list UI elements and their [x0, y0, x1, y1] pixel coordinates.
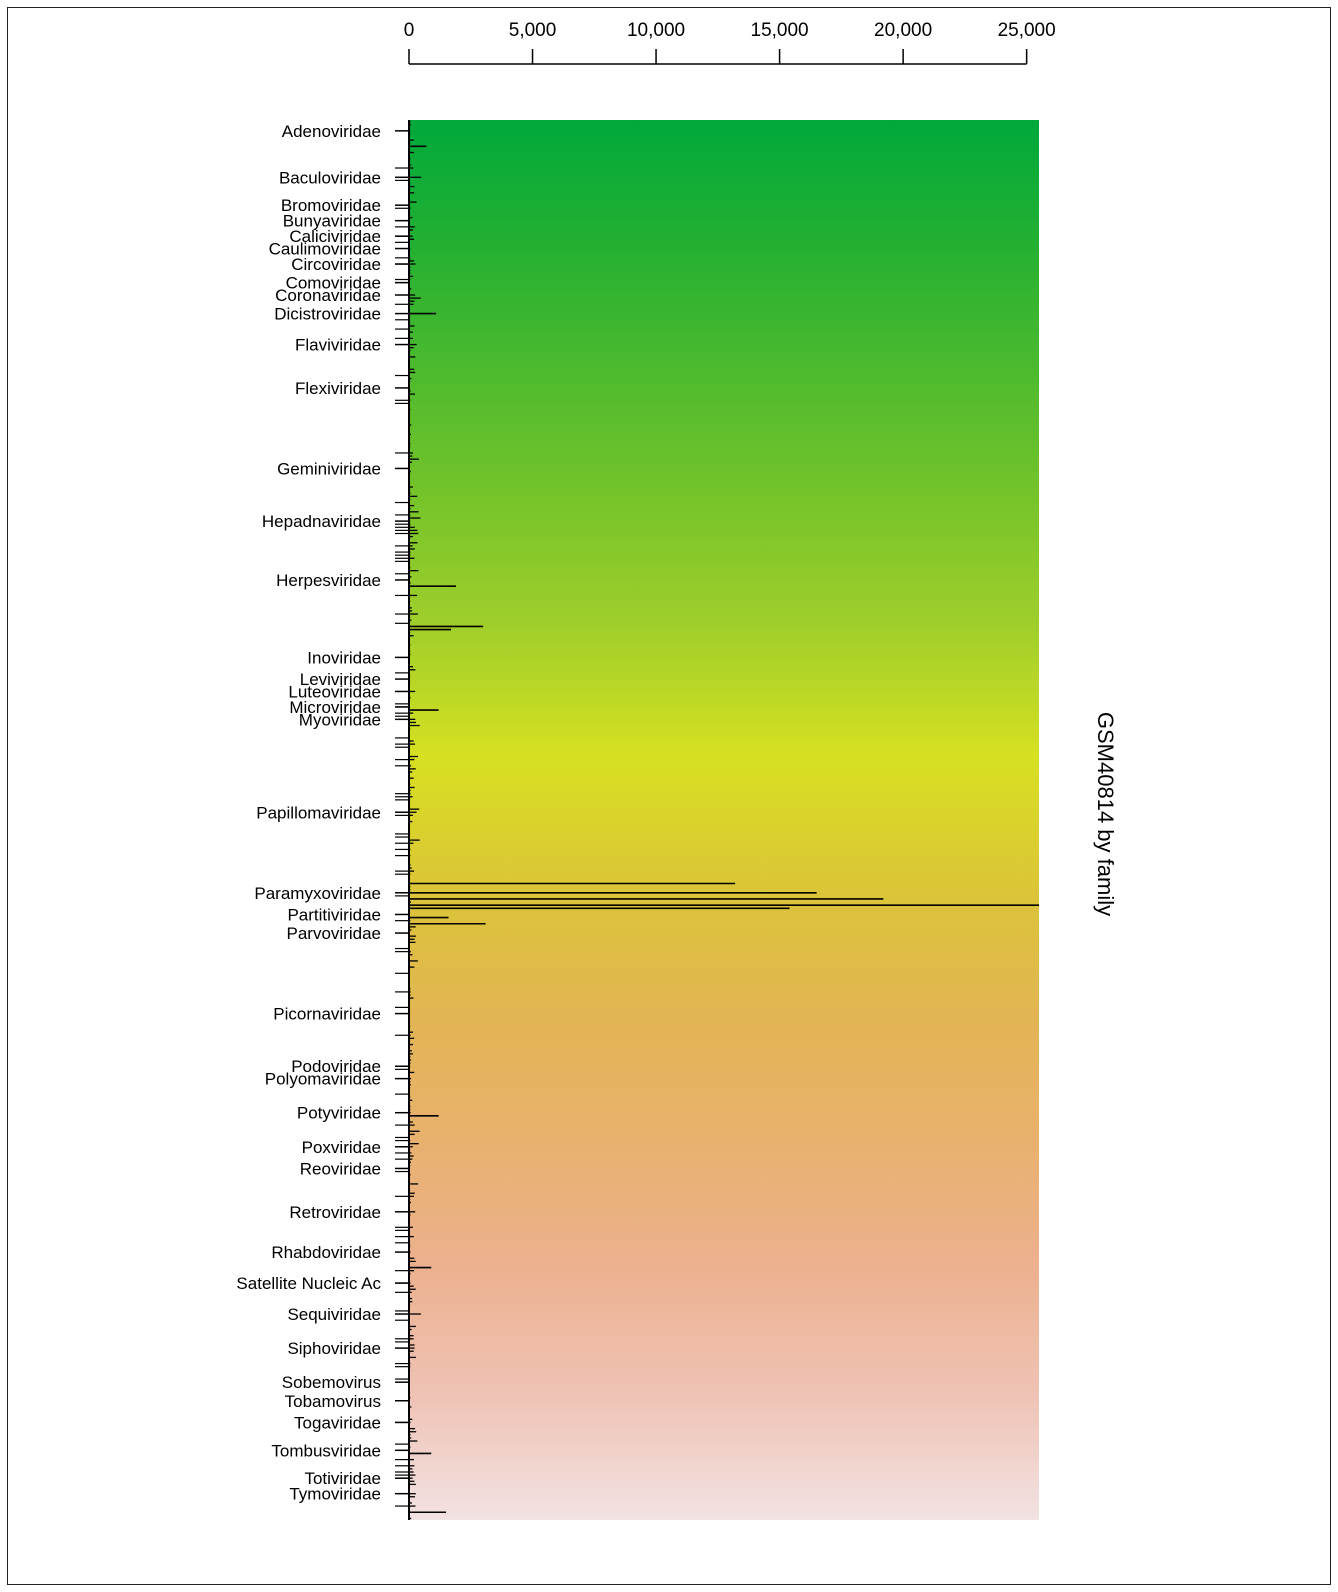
category-label: Flexiviridae [295, 379, 381, 398]
x-tick-label: 0 [404, 20, 415, 41]
category-label: Bromoviridae [281, 196, 381, 215]
category-label: Parvoviridae [287, 924, 382, 943]
category-label: Retroviridae [289, 1203, 381, 1222]
category-label: Sobemovirus [282, 1373, 381, 1392]
category-label: Reoviridae [300, 1159, 381, 1178]
category-label: Flaviviridae [295, 336, 381, 355]
category-label: Papillomaviridae [256, 803, 381, 822]
category-label: Herpesviridae [276, 571, 381, 590]
category-label: Coronaviridae [275, 286, 381, 305]
category-label: Dicistroviridae [274, 305, 381, 324]
category-label: Picornaviridae [273, 1005, 381, 1024]
x-axis: 0 5,000 10,000 15,000 20,000 25,000 [404, 20, 1056, 65]
category-label: Adenoviridae [282, 122, 381, 141]
side-label: GSM40814 by family [1093, 712, 1118, 916]
category-label: Poxviridae [302, 1138, 381, 1157]
category-label: Potyviridae [297, 1104, 381, 1123]
category-label: Tombusviridae [271, 1441, 381, 1460]
category-label: Baculoviridae [279, 168, 381, 187]
category-label: Polyomaviridae [265, 1070, 381, 1089]
category-label: Totiviridae [304, 1469, 381, 1488]
category-label: Tymoviridae [289, 1485, 381, 1504]
category-label: Luteoviridae [288, 682, 381, 701]
category-label: Myoviridae [299, 710, 381, 729]
x-tick-label: 5,000 [509, 20, 557, 41]
category-label: Podoviridae [291, 1057, 381, 1076]
category-label: Togaviridae [294, 1413, 381, 1432]
x-tick-label: 20,000 [874, 20, 932, 41]
category-label: Inoviridae [307, 648, 381, 667]
category-label: Satellite Nucleic Ac [236, 1274, 381, 1293]
category-label: Geminiviridae [277, 459, 381, 478]
x-tick-label: 15,000 [751, 20, 809, 41]
category-label: Microviridae [289, 698, 381, 717]
bars [408, 120, 1039, 1520]
category-label: Caulimoviridae [269, 240, 381, 259]
category-axis: Adenoviridae Baculoviridae BromoviridaeBun… [236, 122, 409, 1507]
category-label: Caliciviridae [289, 227, 381, 246]
category-label: Sequiviridae [287, 1305, 381, 1324]
category-label: Siphoviridae [287, 1339, 381, 1358]
category-label: Circoviridae [291, 255, 381, 274]
category-label: Bunyaviridae [283, 212, 381, 231]
category-label: Paramyxoviridae [254, 884, 381, 903]
chart-background-gradient [409, 120, 1039, 1520]
category-label: Rhabdoviridae [271, 1243, 381, 1262]
category-label: Partitiviridae [287, 905, 381, 924]
x-tick-label: 10,000 [627, 20, 685, 41]
category-label: Hepadnaviridae [262, 512, 381, 531]
family-bar-chart: 0 5,000 10,000 15,000 20,000 25,000 Adenoviri… [236, 20, 1118, 1520]
category-label: Comoviridae [286, 274, 381, 293]
chart-frame: 0 5,000 10,000 15,000 20,000 25,000 Adenoviri… [7, 7, 1331, 1585]
category-label: Leviviridae [300, 670, 381, 689]
x-tick-label: 25,000 [998, 20, 1056, 41]
category-label: Tobamovirus [285, 1392, 381, 1411]
